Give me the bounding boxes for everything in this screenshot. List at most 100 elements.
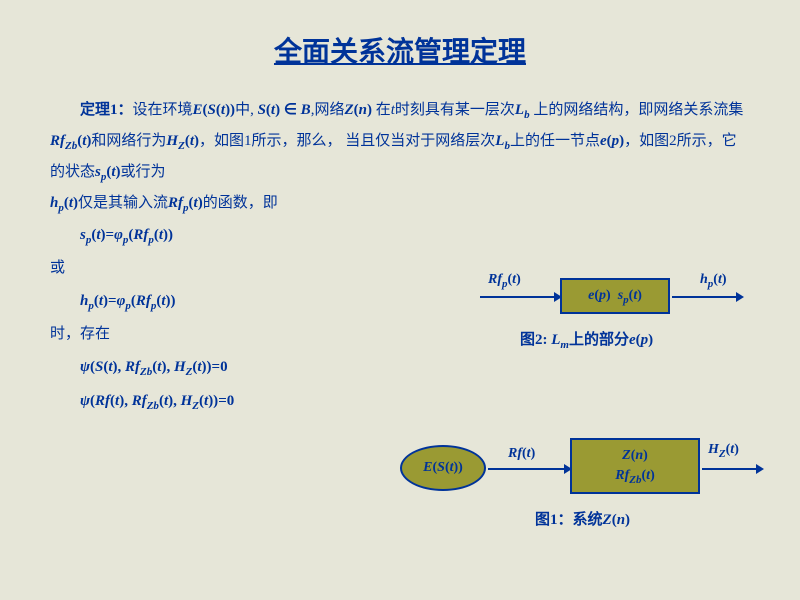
fig2-caption: 图2: Lm上的部分e(p) <box>520 328 653 351</box>
sym: p <box>641 332 649 348</box>
sym: Z <box>622 448 631 463</box>
eq: = <box>218 393 227 409</box>
text: 上的部分 <box>569 332 629 348</box>
text: 和网络行为 <box>91 133 166 149</box>
sub: p <box>86 234 92 246</box>
line-4: hp(t)仅是其输入流Rfp(t)的函数，即 <box>50 188 750 219</box>
sub: p <box>88 300 94 312</box>
text: 设在环境 <box>133 102 193 118</box>
sym: t <box>115 393 119 409</box>
fig1-label-rf: Rf(t) <box>508 446 535 462</box>
eq: = <box>108 293 117 309</box>
sub: Zb <box>629 474 641 486</box>
sub: p <box>148 234 154 246</box>
sym: n <box>635 448 643 463</box>
fig2-node-box: e(p) sp(t) <box>560 278 670 314</box>
sym: ψ <box>80 359 90 375</box>
sub: p <box>123 234 129 246</box>
sym: L <box>515 102 524 118</box>
fig2-label-rfp: Rfp(t) <box>488 272 521 290</box>
sym: Rf <box>132 393 147 409</box>
sym: t <box>82 133 86 149</box>
fig2-label-hp: hp(t) <box>700 272 727 290</box>
sym: Rf <box>136 293 151 309</box>
eq: = <box>106 227 115 243</box>
sym: t <box>161 293 165 309</box>
sym: S <box>95 359 103 375</box>
sym: t <box>204 393 208 409</box>
sym: φ <box>114 227 123 243</box>
fig2-arrow-out <box>672 296 742 298</box>
sym-B: B <box>301 102 311 118</box>
sub: Z <box>178 140 185 152</box>
sub: p <box>58 202 64 214</box>
sub: m <box>560 339 569 351</box>
text: 上的网络结构，即网络关系流集 <box>533 102 743 118</box>
sym: t <box>718 272 722 287</box>
sym: t <box>450 460 454 475</box>
sym: H <box>166 133 178 149</box>
sym: n <box>617 512 625 528</box>
sym: p <box>612 133 620 149</box>
formula-psi1: ψ(S(t), RfZb(t), HZ(t))=0 <box>50 351 750 384</box>
sym: t <box>111 164 115 180</box>
sym: Z <box>344 102 353 118</box>
sub: p <box>623 294 629 306</box>
sym: Rf <box>615 468 629 483</box>
fig2-arrow-in <box>480 296 560 298</box>
text: 或行为 <box>121 164 166 180</box>
sym: Rf <box>168 195 183 211</box>
sym: t <box>646 468 650 483</box>
sym: Rf <box>50 133 65 149</box>
sym: S <box>437 460 445 475</box>
sym: H <box>181 393 193 409</box>
sym: t <box>108 359 112 375</box>
sym-S: S <box>208 102 216 118</box>
sym: e <box>588 288 594 303</box>
sub: Z <box>192 400 199 412</box>
sym: Rf <box>508 446 522 461</box>
fig1-caption: 图1：系统Z(n) <box>535 508 630 529</box>
sub: p <box>125 300 131 312</box>
text: 时刻具有某一层次 <box>395 102 515 118</box>
fig1-system-box: Z(n) RfZb(t) <box>570 438 700 494</box>
theorem-label: 定理1： <box>80 102 133 118</box>
sym: t <box>271 102 275 118</box>
sym: t <box>96 227 100 243</box>
sym: Rf <box>133 227 148 243</box>
sym-t: t <box>221 102 225 118</box>
formula-psi2: ψ(Rf(t), RfZb(t), HZ(t))=0 <box>50 385 750 418</box>
sym-in: ∈ <box>284 102 297 118</box>
sym: Rf <box>488 272 502 287</box>
sub: p <box>151 300 157 312</box>
sym: t <box>157 359 161 375</box>
sym: h <box>700 272 708 287</box>
eq: = <box>212 359 221 375</box>
sym: t <box>512 272 516 287</box>
sym-E: E <box>193 102 203 118</box>
sub: Z <box>186 366 193 378</box>
zero: 0 <box>227 393 235 409</box>
sym: t <box>730 442 734 457</box>
page-title: 全面关系流管理定理 <box>0 0 800 95</box>
sub: p <box>183 202 189 214</box>
sym: t <box>164 393 168 409</box>
sym: p <box>599 288 606 303</box>
content-block: 定理1：设在环境E(S(t))中, S(t) ∈ B,网络Z(n) 在t时刻具有… <box>0 95 800 418</box>
text: 在 <box>372 102 391 118</box>
text: 的函数，即 <box>203 195 278 211</box>
formula-sp: sp(t)=φp(Rfp(t)) <box>50 219 750 252</box>
sym: S <box>258 102 266 118</box>
text: 图1：系统 <box>535 512 603 528</box>
fig1-arrow-out <box>702 468 762 470</box>
text: ,网络 <box>311 102 345 118</box>
sym: t <box>99 293 103 309</box>
sym: e <box>629 332 636 348</box>
sub: Zb <box>140 366 152 378</box>
sym: E <box>423 460 432 475</box>
sym: t <box>190 133 194 149</box>
text: 仅是其输入流 <box>78 195 168 211</box>
sub: p <box>101 171 107 183</box>
sub: p <box>502 278 508 290</box>
zero: 0 <box>220 359 228 375</box>
